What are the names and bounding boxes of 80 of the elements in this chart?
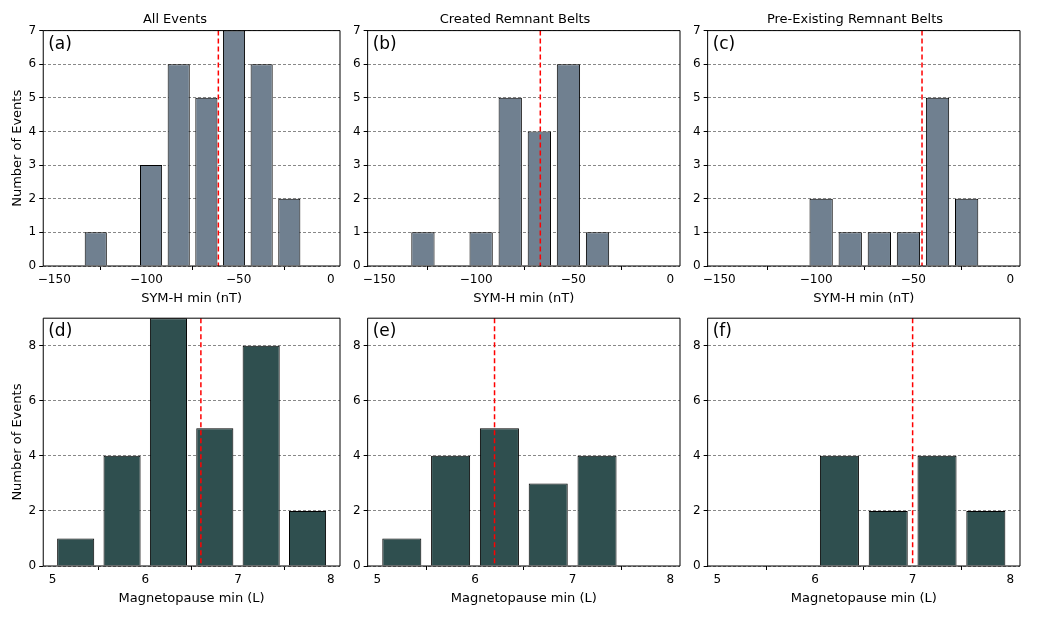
y-tick-label: 6 [28,392,37,407]
y-tick-label: 5 [28,89,37,104]
x-tick-label: −100 [459,272,493,287]
annotation: (e) [372,320,397,341]
x-tick-label: 6 [471,572,479,587]
x-tick-label: 6 [141,572,150,587]
y-tick-label: 4 [352,123,361,138]
x-tick-label: 8 [1006,572,1015,587]
y-tick-label: 2 [28,190,37,205]
y-tick-label: 0 [352,258,361,273]
x-tick-label: 6 [811,572,819,587]
y-tick-label: 7 [352,22,361,37]
y-tick-label: 4 [28,123,37,138]
y-tick-label: 0 [692,558,701,573]
x-tick-label: 8 [326,572,335,587]
y-tick-label: 4 [692,123,701,138]
y-tick-label: 2 [28,503,37,518]
y-tick-label: 8 [692,337,701,352]
x-axis-title: SYM-H min (nT) [813,289,915,305]
annotation: (d) [48,320,73,341]
x-axis-title: Magnetopause min (L) [450,589,597,605]
y-tick-label: 6 [352,56,361,71]
y-tick-label: 8 [28,337,37,352]
y-tick-label: 0 [352,558,361,573]
annotation: (c) [712,32,736,53]
y-tick-label: 1 [28,224,37,239]
annotation: (f) [712,320,732,341]
y-tick-label: 3 [352,157,361,172]
y-tick-label: 1 [352,224,361,239]
y-tick-label: 0 [692,258,701,273]
x-tick-label: 5 [713,572,722,587]
y-tick-label: 4 [28,447,37,462]
chart-title: All Events [142,11,208,27]
y-tick-label: 6 [28,56,37,71]
x-tick-label: 8 [666,572,675,587]
chart-title: Created Remnant Belts [439,11,591,27]
x-axis-title: SYM-H min (nT) [473,289,575,305]
annotation: (b) [372,32,397,53]
y-tick-label: 2 [692,503,701,518]
y-axis-title: Number of Events [9,383,25,501]
y-tick-label: 6 [692,392,701,407]
x-tick-label: 0 [1006,272,1015,287]
x-tick-label: 5 [48,572,57,587]
x-tick-label: 0 [666,272,675,287]
y-tick-label: 2 [692,190,701,205]
x-tick-label: −50 [560,272,586,287]
y-tick-label: 2 [352,503,361,518]
y-tick-label: 4 [692,447,701,462]
x-tick-label: −50 [900,272,926,287]
y-tick-label: 7 [692,22,701,37]
y-tick-label: 3 [692,157,701,172]
x-tick-label: −100 [799,272,833,287]
y-tick-label: 4 [352,447,361,462]
x-tick-label: 7 [568,572,577,587]
y-tick-label: 1 [692,224,701,239]
chart-title: Pre-Existing Remnant Belts [766,11,944,27]
x-tick-label: −150 [37,272,71,287]
x-tick-label: 0 [326,272,335,287]
y-tick-label: 8 [352,337,361,352]
y-tick-label: 5 [352,89,361,104]
y-tick-label: 2 [352,190,361,205]
x-tick-label: 5 [373,572,382,587]
x-tick-label: −100 [129,272,163,287]
x-axis-title: Magnetopause min (L) [118,589,265,605]
y-tick-label: 0 [28,258,37,273]
annotation: (a) [48,32,72,53]
x-tick-label: −150 [362,272,396,287]
x-tick-label: −150 [702,272,736,287]
y-tick-label: 3 [28,157,37,172]
y-tick-label: 0 [28,558,37,573]
y-tick-label: 5 [692,89,701,104]
x-axis-title: SYM-H min (nT) [141,289,243,305]
x-tick-label: 7 [234,572,242,587]
y-tick-label: 6 [692,56,701,71]
x-tick-label: −50 [225,272,252,287]
x-axis-title: Magnetopause min (L) [790,589,937,605]
y-tick-label: 7 [28,22,37,37]
y-axis-title: Number of Events [9,89,25,207]
y-tick-label: 6 [352,392,361,407]
x-tick-label: 7 [908,572,917,587]
